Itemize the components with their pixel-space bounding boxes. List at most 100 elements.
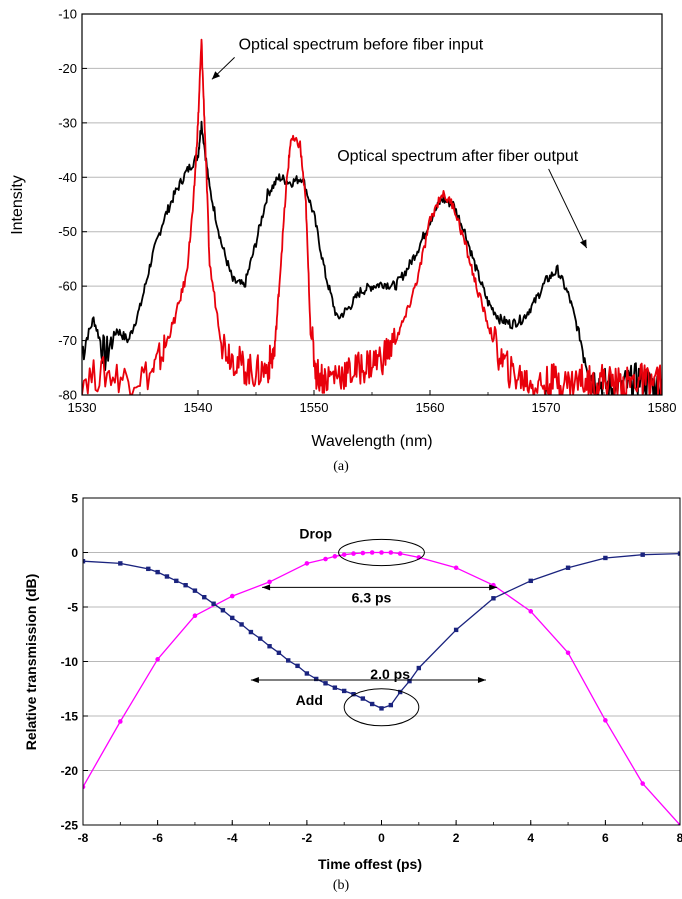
series-line-1 [82,38,662,395]
data-point [565,565,571,570]
y-tick-label: -40 [58,170,77,185]
data-point [202,594,207,600]
chart-a-caption: (a) [333,459,349,474]
data-point [83,559,86,564]
data-point [211,601,216,606]
x-tick-label: 6 [602,831,609,845]
data-point [603,555,608,561]
y-tick-label: -25 [61,819,79,833]
data-point [155,569,160,575]
data-point [341,552,347,557]
data-point [528,609,534,614]
data-point [528,578,533,584]
annotation-arrowhead [250,677,259,684]
chart-b-ticks: -25-20-15-10-505-8 -6 -4 -2 0 2 4 6 8 [61,492,682,846]
series-line-1 [83,552,680,710]
data-point [83,784,86,790]
data-point [332,554,338,559]
annotation-ellipse [343,688,420,727]
data-point [118,561,123,566]
y-tick-label: -10 [58,7,77,22]
chart-b-grid [83,552,680,771]
data-point [379,550,384,555]
data-point [230,615,235,621]
data-point [174,578,179,584]
annotation-text: Drop [299,525,332,541]
y-tick-label: -30 [58,115,77,130]
x-tick-label: 1570 [532,400,561,415]
annotation-arrowhead [579,239,587,249]
data-point [146,566,151,572]
x-tick-label: -6 [152,831,163,845]
data-point [164,574,170,579]
y-tick-label: 5 [71,492,78,506]
data-point [267,644,272,649]
y-tick-label: -60 [58,279,77,294]
data-point [351,692,356,697]
annotation-text: 2.0 ps [370,666,410,682]
data-point [407,678,412,684]
data-point [416,665,422,671]
chart-a-ylabel: Intensity [9,175,26,235]
data-point [640,552,645,557]
x-tick-label: 1550 [300,400,329,415]
chart-b-ylabel: Relative transmission (dB) [23,574,39,751]
x-tick-label: 1580 [648,400,677,415]
annotation-text: Add [296,692,323,708]
data-point [453,565,459,571]
chart-a-annotations: Optical spectrum before fiber input Optic… [211,36,588,249]
data-point [332,685,338,690]
chart-b-xlabel: Time offest (ps) [318,856,422,872]
x-tick-label: 1540 [184,400,213,415]
data-point [565,650,571,656]
x-tick-label: 8 [677,831,682,845]
y-tick-label: -70 [58,333,77,348]
data-point [220,608,226,613]
y-tick-label: -10 [61,655,79,669]
data-point [360,696,366,701]
chart-b-series [83,550,680,825]
data-point [379,706,384,711]
data-point [351,551,356,556]
data-point [286,658,291,663]
chart-a-grid [82,67,662,342]
annotation-text: 6.3 ps [352,590,392,606]
data-point [360,550,366,556]
x-tick-label: 0 [378,831,385,845]
data-point [192,613,198,619]
data-point [677,551,680,556]
y-tick-label: -5 [67,601,78,615]
data-point [183,583,188,588]
data-point [192,588,198,593]
chart-a-series [82,38,662,395]
data-point [640,781,645,786]
data-point [341,688,347,694]
y-tick-label: -20 [58,61,77,76]
x-tick-label: -2 [302,831,313,845]
data-point [397,551,403,556]
annotation-arrowhead [489,584,498,591]
chart-b-annotations: Drop 6.3 ps 2.0 ps Add [250,525,498,727]
x-tick-label: 2 [453,831,460,845]
x-tick-label: -8 [78,831,89,845]
data-point [276,650,282,655]
y-tick-label: -50 [58,224,77,239]
data-point [397,689,403,695]
data-point [258,636,263,641]
data-point [369,701,375,707]
x-tick-label: -4 [227,831,238,845]
data-point [304,561,310,566]
data-point [239,622,244,627]
annotation-text: Optical spectrum after fiber output [337,148,579,165]
x-tick-label: 1530 [68,400,97,415]
chart-a-ticks: -80 -70 -60 -50 -40 -30 -20 -10 1530 1540 1550 1560… [58,7,676,416]
data-point [155,657,160,662]
y-tick-label: -80 [58,388,77,403]
annotation-ellipse [338,538,425,567]
annotation-text: Optical spectrum before fiber input [239,36,484,53]
data-point [314,676,319,682]
series-line-0 [83,551,680,825]
data-point [603,718,608,723]
y-tick-label: -20 [61,764,79,778]
